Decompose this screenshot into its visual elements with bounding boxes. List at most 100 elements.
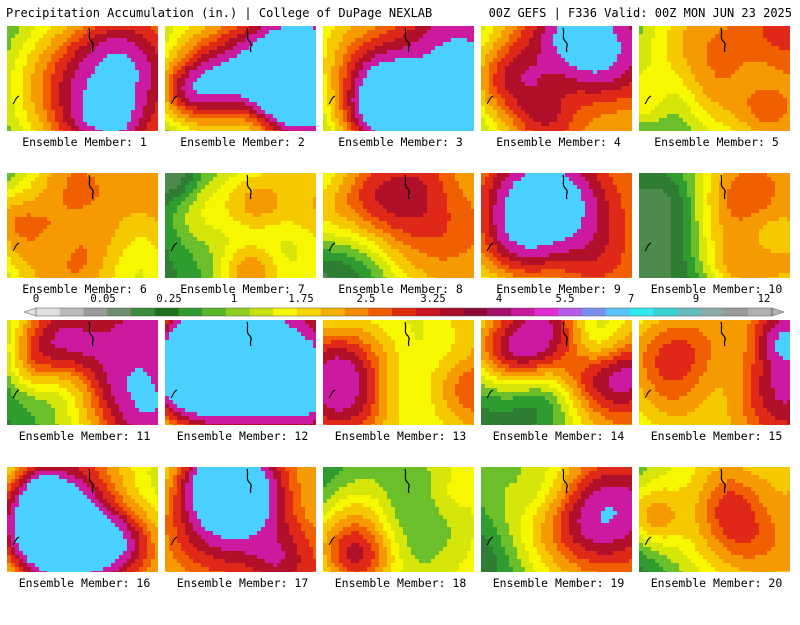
colorbar-swatch	[463, 308, 487, 316]
precip-map	[323, 320, 474, 425]
colorbar-swatch	[392, 308, 416, 316]
ensemble-member-caption: Ensemble Member: 8	[323, 282, 478, 296]
colorbar-swatch	[178, 308, 202, 316]
precip-map	[639, 173, 790, 278]
precip-map	[165, 26, 316, 131]
ensemble-member-caption: Ensemble Member: 20	[639, 576, 794, 590]
colorbar-swatch	[345, 308, 369, 316]
precip-map	[7, 467, 158, 572]
precip-map	[639, 26, 790, 131]
page-title: Precipitation Accumulation (in.) | Colle…	[6, 6, 432, 20]
ensemble-member-panel: Ensemble Member: 12	[165, 320, 320, 478]
colorbar-tick-label: 1	[231, 293, 237, 305]
ensemble-member-caption: Ensemble Member: 3	[323, 135, 478, 149]
colorbar-swatch	[582, 308, 606, 316]
precip-map	[165, 467, 316, 572]
colorbar-tick-label: 0.05	[90, 293, 115, 305]
colorbar-swatch	[416, 308, 440, 316]
run-valid-time: 00Z GEFS | F336 Valid: 00Z MON JUN 23 20…	[489, 6, 792, 20]
ensemble-member-panel: Ensemble Member: 5	[639, 26, 794, 184]
colorbar-swatch	[606, 308, 630, 316]
colorbar-swatch	[202, 308, 226, 316]
colorbar-swatch	[36, 308, 60, 316]
colorbar-swatch	[558, 308, 582, 316]
precip-map	[165, 320, 316, 425]
precip-map	[165, 173, 316, 278]
ensemble-member-caption: Ensemble Member: 2	[165, 135, 320, 149]
colorbar-swatch	[107, 308, 131, 316]
ensemble-member-caption: Ensemble Member: 16	[7, 576, 162, 590]
colorbar-swatch	[535, 308, 559, 316]
ensemble-member-panel: Ensemble Member: 13	[323, 320, 478, 478]
ensemble-member-caption: Ensemble Member: 6	[7, 282, 162, 296]
precip-map	[481, 320, 632, 425]
colorbar-tick-label: 0.25	[156, 293, 181, 305]
colorbar-swatch	[511, 308, 535, 316]
precip-map	[481, 26, 632, 131]
colorbar-swatch	[440, 308, 464, 316]
ensemble-member-caption: Ensemble Member: 12	[165, 429, 320, 443]
ensemble-member-caption: Ensemble Member: 5	[639, 135, 794, 149]
ensemble-member-caption: Ensemble Member: 18	[323, 576, 478, 590]
ensemble-member-caption: Ensemble Member: 14	[481, 429, 636, 443]
precip-map	[7, 320, 158, 425]
ensemble-member-caption: Ensemble Member: 11	[7, 429, 162, 443]
precip-map	[481, 467, 632, 572]
ensemble-member-panel: Ensemble Member: 19	[481, 467, 636, 625]
colorbar-swatch	[250, 308, 274, 316]
colorbar-swatch	[701, 308, 725, 316]
colorbar-tick-label: 0	[33, 293, 39, 305]
ensemble-member-caption: Ensemble Member: 10	[639, 282, 794, 296]
precip-map	[639, 467, 790, 572]
ensemble-member-panel: Ensemble Member: 11	[7, 320, 162, 478]
colorbar-swatch	[368, 308, 392, 316]
colorbar-swatch	[630, 308, 654, 316]
colorbar-tick-label: 7	[628, 293, 634, 305]
precip-map	[639, 320, 790, 425]
ensemble-member-panel: Ensemble Member: 1	[7, 26, 162, 184]
precip-map	[7, 26, 158, 131]
ensemble-member-caption: Ensemble Member: 17	[165, 576, 320, 590]
ensemble-member-panel: Ensemble Member: 20	[639, 467, 794, 625]
ensemble-member-panel: Ensemble Member: 3	[323, 26, 478, 184]
ensemble-member-caption: Ensemble Member: 19	[481, 576, 636, 590]
colorbar-tick-label: 2.5	[357, 293, 376, 305]
ensemble-member-panel: Ensemble Member: 16	[7, 467, 162, 625]
precip-map	[323, 173, 474, 278]
colorbar-tick-label: 9	[693, 293, 699, 305]
precip-map	[7, 173, 158, 278]
colorbar-tick-label: 3.25	[420, 293, 445, 305]
ensemble-member-caption: Ensemble Member: 1	[7, 135, 162, 149]
ensemble-member-caption: Ensemble Member: 13	[323, 429, 478, 443]
colorbar-swatch	[273, 308, 297, 316]
colorbar-swatch	[83, 308, 107, 316]
colorbar-swatch	[155, 308, 179, 316]
ensemble-member-panel: Ensemble Member: 2	[165, 26, 320, 184]
ensemble-member-caption: Ensemble Member: 4	[481, 135, 636, 149]
colorbar-swatch	[677, 308, 701, 316]
ensemble-member-caption: Ensemble Member: 15	[639, 429, 794, 443]
precip-map	[323, 26, 474, 131]
colorbar-min-arrow	[24, 308, 36, 316]
colorbar-swatch	[487, 308, 511, 316]
colorbar-tick-label: 5.5	[556, 293, 575, 305]
colorbar-swatch	[748, 308, 772, 316]
colorbar-max-arrow	[772, 308, 784, 316]
colorbar-swatch	[226, 308, 250, 316]
colorbar-tick-label: 4	[496, 293, 502, 305]
ensemble-member-panel: Ensemble Member: 18	[323, 467, 478, 625]
colorbar-swatch	[131, 308, 155, 316]
ensemble-member-panel: Ensemble Member: 15	[639, 320, 794, 478]
precip-map	[323, 467, 474, 572]
colorbar-swatch	[60, 308, 84, 316]
colorbar-tick-label: 1.75	[288, 293, 313, 305]
ensemble-member-panel: Ensemble Member: 17	[165, 467, 320, 625]
precip-map	[481, 173, 632, 278]
colorbar-swatch	[653, 308, 677, 316]
color-scale-svg	[24, 296, 788, 318]
colorbar-swatch	[321, 308, 345, 316]
ensemble-member-panel: Ensemble Member: 14	[481, 320, 636, 478]
colorbar-swatch	[725, 308, 749, 316]
ensemble-member-panel: Ensemble Member: 4	[481, 26, 636, 184]
